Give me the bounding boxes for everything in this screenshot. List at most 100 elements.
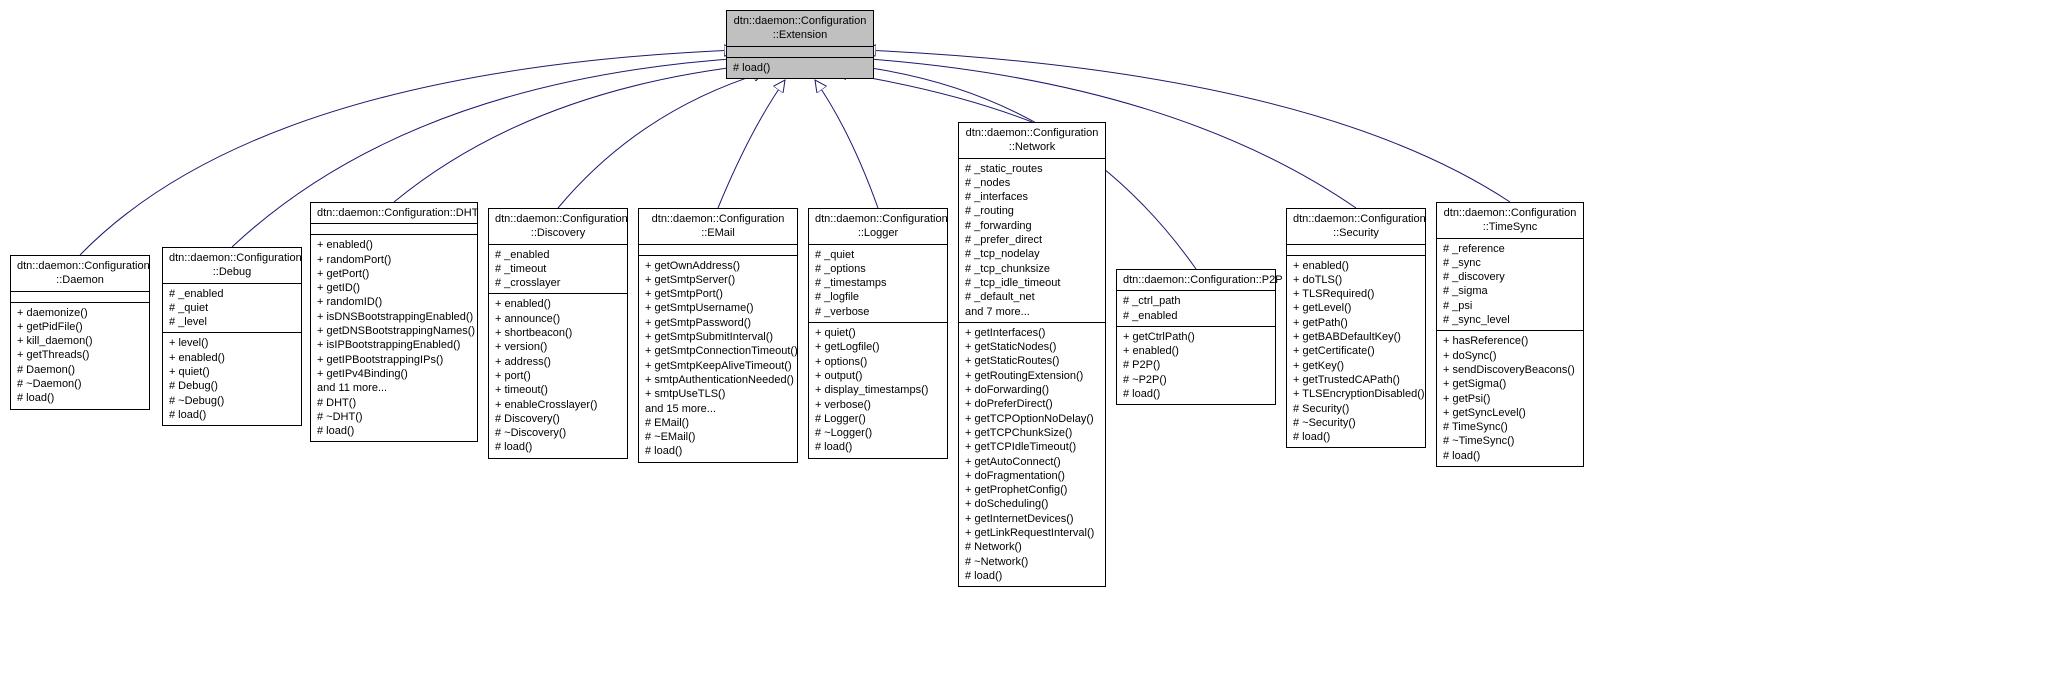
class-method: + getTCPChunkSize() (965, 426, 1099, 440)
class-method: + getStaticRoutes() (965, 354, 1099, 368)
class-attribute: # _interfaces (965, 190, 1099, 204)
class-method: + getSmtpConnectionTimeout() (645, 344, 791, 358)
class-method: + getTCPIdleTimeout() (965, 440, 1099, 454)
class-attribute: # _default_net (965, 290, 1099, 304)
class-method: # EMail() (645, 416, 791, 430)
class-node-network[interactable]: dtn::daemon::Configuration::Network# _st… (958, 122, 1106, 587)
class-method: # Security() (1293, 402, 1419, 416)
class-attribute: # _reference (1443, 242, 1577, 256)
class-method: # ~EMail() (645, 430, 791, 444)
class-method: + doPreferDirect() (965, 397, 1099, 411)
class-method: + getPath() (1293, 316, 1419, 330)
class-method: + TLSRequired() (1293, 287, 1419, 301)
diagram-canvas: dtn::daemon::Configuration::Extension# l… (10, 10, 2049, 678)
inheritance-edge (856, 58, 1356, 208)
class-methods: + enabled()+ doTLS()+ TLSRequired()+ get… (1287, 256, 1425, 448)
class-title: dtn::daemon::Configuration::P2P (1117, 270, 1275, 291)
class-attributes: # _ctrl_path# _enabled (1117, 291, 1275, 327)
class-method: + getRoutingExtension() (965, 369, 1099, 383)
class-attribute: # _tcp_chunksize (965, 262, 1099, 276)
class-title: dtn::daemon::Configuration::Security (1287, 209, 1425, 245)
class-node-logger[interactable]: dtn::daemon::Configuration::Logger# _qui… (808, 208, 948, 459)
class-method: # Discovery() (495, 412, 621, 426)
class-attribute: # _quiet (169, 301, 295, 315)
class-method: + getInterfaces() (965, 326, 1099, 340)
class-method: + output() (815, 369, 941, 383)
class-title-line: ::EMail (645, 226, 791, 240)
class-method: # load() (733, 61, 867, 75)
class-method: + hasReference() (1443, 334, 1577, 348)
class-node-email[interactable]: dtn::daemon::Configuration::EMail+ getOw… (638, 208, 798, 463)
class-attribute: # _timeout (495, 262, 621, 276)
class-method: # Network() (965, 540, 1099, 554)
class-method: # Logger() (815, 412, 941, 426)
class-method: # load() (1443, 449, 1577, 463)
class-method: # load() (1123, 387, 1269, 401)
class-node-timesync[interactable]: dtn::daemon::Configuration::TimeSync# _r… (1436, 202, 1584, 467)
class-node-p2p[interactable]: dtn::daemon::Configuration::P2P# _ctrl_p… (1116, 269, 1276, 405)
class-attribute: # _enabled (169, 287, 295, 301)
class-title-line: ::Network (965, 140, 1099, 154)
class-title-line: ::Extension (733, 28, 867, 42)
class-title-line: dtn::daemon::Configuration (1443, 206, 1577, 220)
class-method: # ~Daemon() (17, 377, 143, 391)
class-method: # load() (1293, 430, 1419, 444)
class-method: + getCtrlPath() (1123, 330, 1269, 344)
class-node-security[interactable]: dtn::daemon::Configuration::Security+ en… (1286, 208, 1426, 448)
class-attribute: # _static_routes (965, 162, 1099, 176)
class-title-line: dtn::daemon::Configuration (733, 14, 867, 28)
class-attributes: # _enabled# _timeout# _crosslayer (489, 245, 627, 295)
class-node-root[interactable]: dtn::daemon::Configuration::Extension# l… (726, 10, 874, 79)
class-attribute: # _nodes (965, 176, 1099, 190)
class-node-discovery[interactable]: dtn::daemon::Configuration::Discovery# _… (488, 208, 628, 459)
inheritance-edge (815, 80, 878, 208)
class-method: # ~Security() (1293, 416, 1419, 430)
class-method: + randomPort() (317, 253, 471, 267)
class-method: # load() (495, 440, 621, 454)
class-method: + getInternetDevices() (965, 512, 1099, 526)
class-title-line: dtn::daemon::Configuration (17, 259, 143, 273)
class-method: + getID() (317, 281, 471, 295)
class-title: dtn::daemon::Configuration::TimeSync (1437, 203, 1583, 239)
class-method: + getPidFile() (17, 320, 143, 334)
class-method: + getKey() (1293, 359, 1419, 373)
class-attributes (639, 245, 797, 256)
class-method: + getSigma() (1443, 377, 1577, 391)
class-title: dtn::daemon::Configuration::Network (959, 123, 1105, 159)
class-title-line: dtn::daemon::Configuration (1293, 212, 1419, 226)
class-attribute: # _discovery (1443, 270, 1577, 284)
class-method: # ~TimeSync() (1443, 434, 1577, 448)
class-method: + isDNSBootstrappingEnabled() (317, 310, 471, 324)
class-method: + sendDiscoveryBeacons() (1443, 363, 1577, 377)
class-attribute: # _sigma (1443, 284, 1577, 298)
class-method: # DHT() (317, 396, 471, 410)
class-attribute: # _options (815, 262, 941, 276)
class-title: dtn::daemon::Configuration::EMail (639, 209, 797, 245)
class-method: # Daemon() (17, 363, 143, 377)
class-method: + timeout() (495, 383, 621, 397)
class-attribute: # _tcp_nodelay (965, 247, 1099, 261)
class-method: + enabled() (169, 351, 295, 365)
class-method: + verbose() (815, 398, 941, 412)
inheritance-edge (835, 72, 1032, 122)
class-method: + getCertificate() (1293, 344, 1419, 358)
class-method: + getIPv4Binding() (317, 367, 471, 381)
class-method: + getPsi() (1443, 392, 1577, 406)
class-method: + TLSEncryptionDisabled() (1293, 387, 1419, 401)
class-method: + display_timestamps() (815, 383, 941, 397)
class-node-daemon[interactable]: dtn::daemon::Configuration::Daemon+ daem… (10, 255, 150, 410)
class-attributes: # _static_routes# _nodes# _interfaces # _… (959, 159, 1105, 323)
class-title-line: ::TimeSync (1443, 220, 1577, 234)
class-method: # load() (815, 440, 941, 454)
class-attributes: # _reference# _sync# _discovery# _sigma#… (1437, 239, 1583, 332)
class-method: + doTLS() (1293, 273, 1419, 287)
class-node-dht[interactable]: dtn::daemon::Configuration::DHT+ enabled… (310, 202, 478, 442)
class-method: + getTCPOptionNoDelay() (965, 412, 1099, 426)
class-method: # ~Debug() (169, 394, 295, 408)
class-method: + getLinkRequestInterval() (965, 526, 1099, 540)
class-title: dtn::daemon::Configuration::DHT (311, 203, 477, 224)
class-method: + isIPBootstrappingEnabled() (317, 338, 471, 352)
class-method: + quiet() (815, 326, 941, 340)
class-attribute: # _logfile (815, 290, 941, 304)
class-node-debug[interactable]: dtn::daemon::Configuration::Debug# _enab… (162, 247, 302, 426)
